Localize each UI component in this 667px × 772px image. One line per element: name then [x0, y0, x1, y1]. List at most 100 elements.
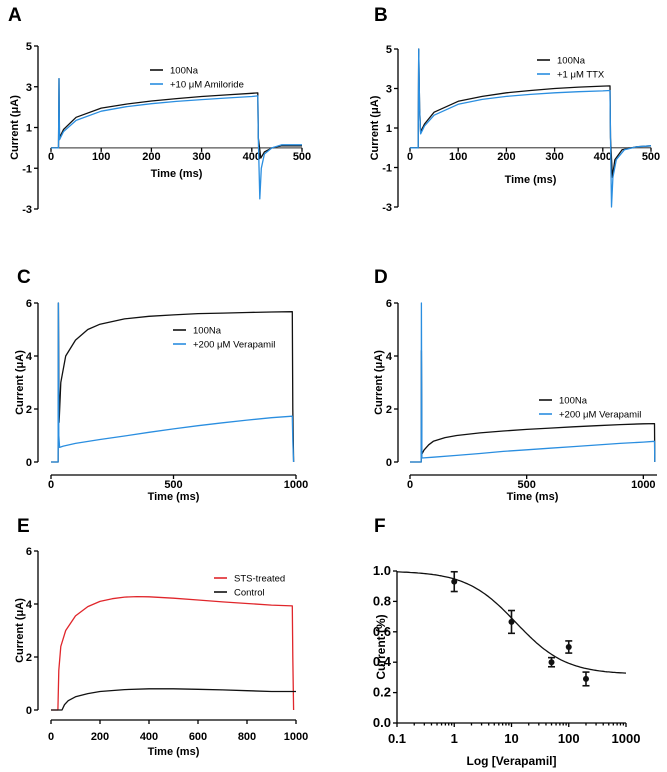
x-tick-label: 200	[91, 731, 109, 743]
legend-label: 100Na	[559, 396, 588, 407]
x-tick-label: 800	[238, 731, 256, 743]
y-axis-title: Current (μA)	[14, 350, 26, 415]
panel-label-f: F	[374, 516, 386, 537]
data-point	[451, 578, 458, 585]
data-point	[548, 659, 555, 666]
y-tick-label: 5	[386, 44, 392, 56]
legend-label: +1 μM TTX	[557, 70, 605, 81]
x-tick-label: 1000	[284, 479, 308, 491]
legend-label: 100Na	[193, 326, 222, 337]
x-tick-label: 1000	[631, 479, 655, 491]
x-tick-label: 300	[545, 151, 563, 163]
y-tick-label: 1	[386, 123, 392, 135]
series-trace--1-m-ttx	[410, 48, 652, 208]
y-axis-title: Current (%)	[374, 614, 388, 679]
y-tick-label: 6	[386, 298, 392, 310]
x-tick-label: 500	[164, 479, 182, 491]
legend-label: STS-treated	[234, 574, 285, 585]
series-trace--200-m-verapamil	[51, 302, 295, 463]
x-tick-label: 1000	[284, 731, 308, 743]
y-tick-label: 4	[386, 351, 393, 363]
x-axis-title: Time (ms)	[151, 168, 203, 180]
panel-d: D 6 4 2 0 0 500 1000 Current (μA) Time (ms) 100Na…	[373, 267, 657, 503]
y-tick-label: 0.0	[373, 715, 391, 730]
x-axis-title: Time (ms)	[148, 746, 200, 758]
series-trace-sts-treated	[51, 595, 295, 711]
y-tick-label: 1.0	[373, 563, 391, 578]
x-tick-label: 0	[48, 151, 54, 163]
y-tick-label: -3	[22, 204, 32, 216]
x-tick-label: 0.1	[388, 731, 406, 746]
y-tick-label: 4	[26, 599, 33, 611]
y-axis-title: Current (μA)	[369, 95, 381, 160]
legend-label: 100Na	[557, 56, 586, 67]
data-point	[582, 675, 589, 682]
x-tick-label: 0	[407, 479, 413, 491]
data-point	[565, 644, 572, 650]
panel-label-a: A	[8, 5, 22, 26]
series-trace-control	[51, 688, 296, 711]
x-tick-label: 1000	[612, 731, 641, 746]
series-trace--200-m-verapamil	[410, 302, 656, 463]
x-axis-title: Time (ms)	[507, 491, 559, 503]
x-tick-label: 10	[504, 731, 518, 746]
panel-b: B 5 3 1 -1 -3 0 100 200 300 400 500 Current (μA) Tim…	[369, 5, 660, 214]
x-tick-label: 600	[189, 731, 207, 743]
legend-label: Control	[234, 588, 265, 599]
legend-label: +200 μM Verapamil	[193, 340, 275, 351]
x-tick-label: 1	[451, 731, 458, 746]
x-tick-label: 500	[517, 479, 535, 491]
x-tick-label: 400	[140, 731, 158, 743]
series-trace--10-m-amiloride	[51, 77, 302, 200]
x-tick-label: 500	[293, 151, 311, 163]
y-tick-label: -1	[382, 163, 392, 175]
x-tick-label: 0	[48, 479, 54, 491]
panel-label-c: C	[17, 267, 31, 288]
panel-f: F 1.0 0.8 0.6 0.4 0.2 0.00.1 1 10 100 1000 Current…	[373, 516, 641, 768]
legend-label: +200 μM Verapamil	[559, 410, 641, 421]
panel-c: C 6 4 2 0 0 500 1000 Current (μA) Time (ms) 100Na…	[14, 267, 308, 503]
y-tick-label: -1	[22, 163, 32, 175]
panel-label-d: D	[374, 267, 388, 288]
y-tick-label: 0	[26, 705, 32, 717]
series-trace-100na	[410, 48, 652, 179]
y-tick-label: 0.8	[373, 593, 391, 608]
y-tick-label: 0	[26, 457, 32, 469]
y-tick-label: 4	[26, 351, 33, 363]
y-tick-label: 0.6	[373, 624, 391, 639]
x-tick-label: 200	[142, 151, 160, 163]
panel-label-e: E	[17, 516, 30, 537]
x-tick-label: 200	[497, 151, 515, 163]
x-tick-label: 100	[449, 151, 467, 163]
y-tick-label: 6	[26, 298, 32, 310]
series-trace-100na	[51, 77, 302, 159]
y-tick-label: 3	[26, 82, 32, 94]
legend-label: 100Na	[170, 66, 199, 77]
panel-label-b: B	[374, 5, 388, 26]
x-tick-label: 500	[642, 151, 660, 163]
x-tick-label: 300	[192, 151, 210, 163]
y-tick-label: 0	[386, 457, 392, 469]
x-tick-label: 0	[407, 151, 413, 163]
panel-a: A 5 3 1 -1 -3 0 100 200 300 400 500 Current (μA) Tim…	[8, 5, 311, 216]
y-tick-label: 2	[26, 404, 32, 416]
series-trace-100na	[410, 350, 656, 463]
data-point	[508, 618, 515, 625]
y-axis-title: Current (μA)	[14, 598, 26, 663]
y-axis-title: Current (μA)	[373, 350, 385, 415]
series-trace-100na	[51, 302, 295, 463]
x-tick-label: 100	[92, 151, 110, 163]
y-tick-label: 5	[26, 41, 32, 53]
y-tick-label: 0.2	[373, 685, 391, 700]
y-tick-label: 2	[26, 652, 32, 664]
y-tick-label: -3	[382, 202, 392, 214]
x-tick-label: 0	[48, 731, 54, 743]
x-axis-title: Time (ms)	[505, 174, 557, 186]
y-tick-label: 3	[386, 84, 392, 96]
y-tick-label: 1	[26, 123, 32, 135]
y-tick-label: 6	[26, 546, 32, 558]
y-axis-title: Current (μA)	[9, 95, 21, 160]
x-axis-title: Time (ms)	[148, 491, 200, 503]
